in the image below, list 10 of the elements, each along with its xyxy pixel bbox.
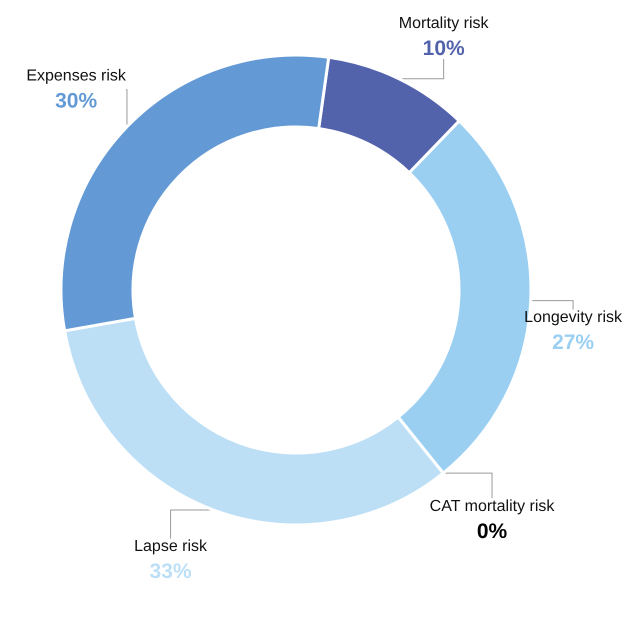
data-label: 33% [150,560,192,584]
slice-label: Mortality risk [398,15,490,32]
data-label: 27% [552,331,594,354]
legend-label: CAT mortality risk [430,498,556,515]
text: 0% [476,520,508,543]
slice-label: Lapse risk [134,538,208,556]
slice-label: Expenses risk [26,67,127,84]
slice-label: Longevity risk [524,309,623,326]
data-label: 10% [422,37,466,60]
data-label: 30% [55,89,98,112]
